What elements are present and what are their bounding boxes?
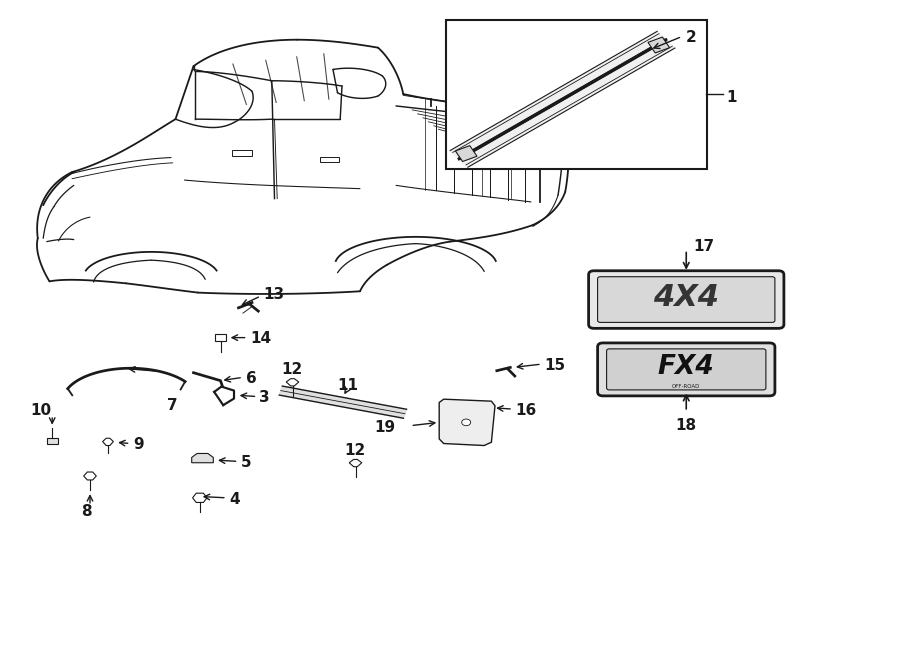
Text: 11: 11 [337, 378, 358, 393]
Text: 1: 1 [726, 90, 737, 105]
FancyBboxPatch shape [598, 343, 775, 396]
Text: 14: 14 [250, 332, 271, 346]
Text: 8: 8 [81, 504, 92, 518]
Text: 16: 16 [516, 403, 537, 418]
FancyBboxPatch shape [607, 349, 766, 390]
Text: 12: 12 [282, 362, 303, 377]
Polygon shape [480, 404, 492, 411]
Polygon shape [192, 453, 213, 463]
Text: 13: 13 [264, 287, 284, 302]
Polygon shape [103, 438, 113, 446]
Text: FX4: FX4 [658, 354, 715, 381]
Text: 12: 12 [345, 443, 366, 457]
Circle shape [462, 419, 471, 426]
Text: 4: 4 [230, 492, 240, 506]
Polygon shape [84, 472, 96, 480]
Text: 9: 9 [133, 438, 144, 452]
Text: 2: 2 [686, 30, 697, 44]
Text: 5: 5 [241, 455, 252, 470]
Polygon shape [439, 399, 495, 446]
Text: 4X4: 4X4 [653, 283, 719, 312]
Text: 3: 3 [259, 390, 270, 404]
Text: OFF-ROAD: OFF-ROAD [672, 384, 700, 389]
Polygon shape [455, 146, 477, 162]
Polygon shape [648, 37, 670, 53]
Polygon shape [279, 386, 407, 418]
Text: 19: 19 [374, 420, 395, 435]
Polygon shape [349, 459, 362, 467]
Text: 7: 7 [166, 398, 177, 412]
FancyBboxPatch shape [589, 271, 784, 328]
Text: 17: 17 [694, 240, 715, 254]
Bar [232, 150, 252, 156]
Text: 15: 15 [544, 358, 565, 373]
FancyBboxPatch shape [598, 277, 775, 322]
Polygon shape [286, 379, 299, 386]
Text: 10: 10 [31, 403, 51, 418]
Text: 6: 6 [246, 371, 256, 386]
Text: 4X4: 4X4 [653, 283, 719, 312]
Bar [47, 438, 58, 444]
Bar [446, 20, 706, 169]
Bar [320, 157, 339, 162]
Polygon shape [193, 493, 207, 502]
Bar [215, 334, 226, 341]
Polygon shape [450, 31, 675, 167]
Text: 18: 18 [676, 418, 697, 434]
